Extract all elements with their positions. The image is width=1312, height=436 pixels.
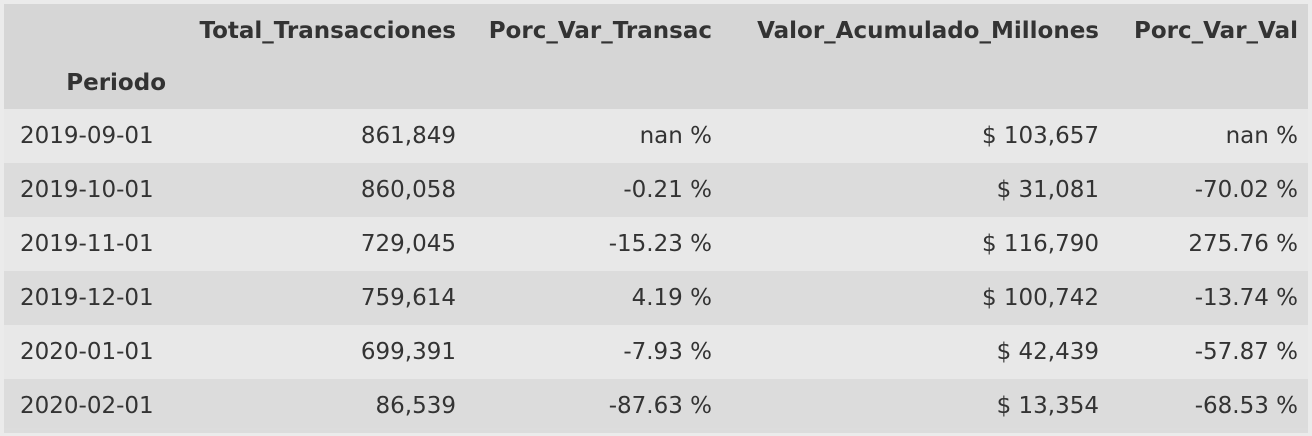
row-index-periodo: 2019-12-01 (20, 285, 154, 311)
index-row-blank (176, 57, 466, 109)
cell-porc-var-transac: -7.93 % (623, 339, 712, 365)
column-header-porc-var-transac: Porc_Var_Transac (466, 4, 722, 57)
blank-corner-cell (4, 4, 176, 57)
cell-porc-var-transac: -15.23 % (608, 231, 712, 257)
cell-porc-var-val: nan % (1225, 123, 1298, 149)
cell-porc-var-val: -57.87 % (1194, 339, 1298, 365)
cell-porc-var-val: -13.74 % (1194, 285, 1298, 311)
table-header: Total_Transacciones Porc_Var_Transac Val… (4, 4, 1308, 109)
cell-porc-var-transac: nan % (639, 123, 712, 149)
column-header-valor-acumulado-millones: Valor_Acumulado_Millones (722, 4, 1109, 57)
column-header-row: Total_Transacciones Porc_Var_Transac Val… (4, 4, 1308, 57)
row-index-periodo: 2019-11-01 (20, 231, 154, 257)
index-row-blank (1109, 57, 1308, 109)
cell-total-transacciones: 860,058 (360, 177, 456, 203)
cell-total-transacciones: 729,045 (360, 231, 456, 257)
cell-porc-var-val: -70.02 % (1194, 177, 1298, 203)
cell-valor-acumulado: $ 31,081 (996, 177, 1099, 203)
cell-valor-acumulado: $ 103,657 (981, 123, 1099, 149)
row-index-periodo: 2020-01-01 (20, 339, 154, 365)
index-name-row: Periodo (4, 57, 1308, 109)
table-row: 2020-02-01 86,539 -87.63 % $ 13,354 -68.… (4, 379, 1308, 433)
cell-total-transacciones: 759,614 (360, 285, 456, 311)
table-row: 2020-01-01 699,391 -7.93 % $ 42,439 -57.… (4, 325, 1308, 379)
row-index-periodo: 2019-09-01 (20, 123, 154, 149)
table-row: 2019-12-01 759,614 4.19 % $ 100,742 -13.… (4, 271, 1308, 325)
table-row: 2019-10-01 860,058 -0.21 % $ 31,081 -70.… (4, 163, 1308, 217)
row-index-periodo: 2019-10-01 (20, 177, 154, 203)
cell-total-transacciones: 699,391 (360, 339, 456, 365)
table-bottom-edge (4, 428, 1308, 430)
index-row-blank (722, 57, 1109, 109)
dataframe-table: Total_Transacciones Porc_Var_Transac Val… (4, 4, 1308, 433)
table-row: 2019-11-01 729,045 -15.23 % $ 116,790 27… (4, 217, 1308, 271)
dataframe-table-container: Total_Transacciones Porc_Var_Transac Val… (4, 4, 1308, 433)
cell-valor-acumulado: $ 13,354 (996, 393, 1099, 419)
column-header-total-transacciones: Total_Transacciones (176, 4, 466, 57)
cell-porc-var-transac: -87.63 % (608, 393, 712, 419)
cell-valor-acumulado: $ 116,790 (981, 231, 1099, 257)
cell-porc-var-transac: 4.19 % (631, 285, 712, 311)
table-row: 2019-09-01 861,849 nan % $ 103,657 nan % (4, 109, 1308, 163)
column-header-porc-var-val: Porc_Var_Val (1109, 4, 1308, 57)
index-name-periodo: Periodo (4, 57, 176, 109)
cell-porc-var-transac: -0.21 % (623, 177, 712, 203)
cell-total-transacciones: 861,849 (360, 123, 456, 149)
cell-porc-var-val: 275.76 % (1188, 231, 1298, 257)
table-body: 2019-09-01 861,849 nan % $ 103,657 nan %… (4, 109, 1308, 433)
cell-valor-acumulado: $ 100,742 (981, 285, 1099, 311)
cell-porc-var-val: -68.53 % (1194, 393, 1298, 419)
index-row-blank (466, 57, 722, 109)
cell-valor-acumulado: $ 42,439 (996, 339, 1099, 365)
cell-total-transacciones: 86,539 (375, 393, 456, 419)
row-index-periodo: 2020-02-01 (20, 393, 154, 419)
